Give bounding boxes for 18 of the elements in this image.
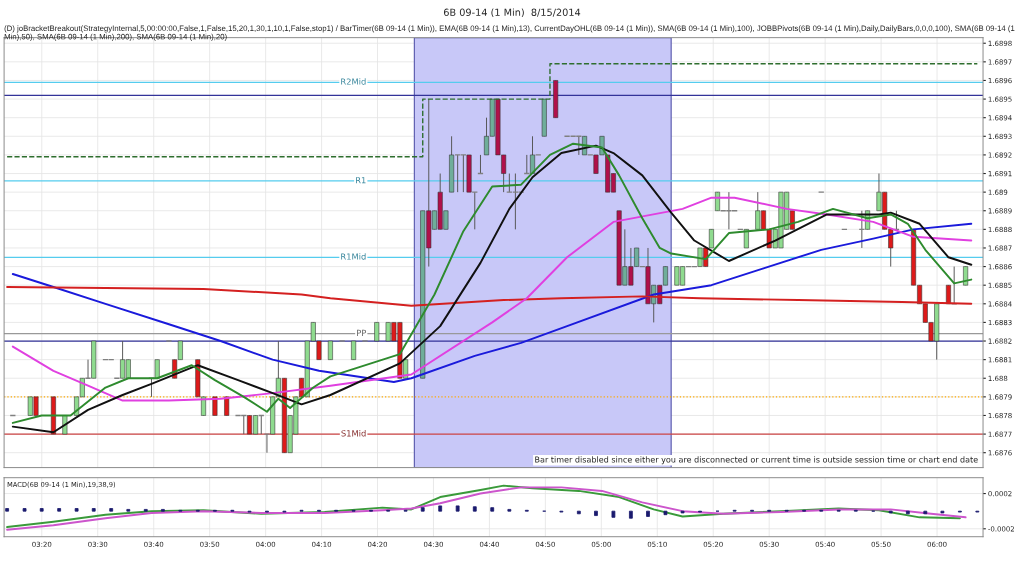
ref-line-label: R2Mid — [341, 78, 366, 85]
ref-line-label: S1Mid — [341, 430, 366, 437]
line-series — [11, 196, 973, 402]
ref-line-label: PP — [357, 329, 367, 336]
ref-line-label: R1 — [356, 177, 366, 184]
candlestick — [327, 340, 333, 361]
candlestick — [963, 266, 969, 286]
candlestick — [263, 433, 271, 454]
candlestick — [224, 396, 230, 416]
candlestick — [743, 228, 749, 249]
line-series — [11, 222, 973, 383]
chart-title: 6B 09-14 (1 Min) 8/15/2014 — [443, 8, 581, 18]
candlestick — [530, 135, 535, 175]
candlestick — [374, 321, 380, 342]
annotation: Bar timer disabled since either you are disconnected or current time is outside session time or chart end date — [535, 456, 978, 465]
candlestick — [351, 340, 357, 361]
ref-line-label: R1Mid — [341, 253, 366, 260]
candlestick — [471, 191, 479, 230]
